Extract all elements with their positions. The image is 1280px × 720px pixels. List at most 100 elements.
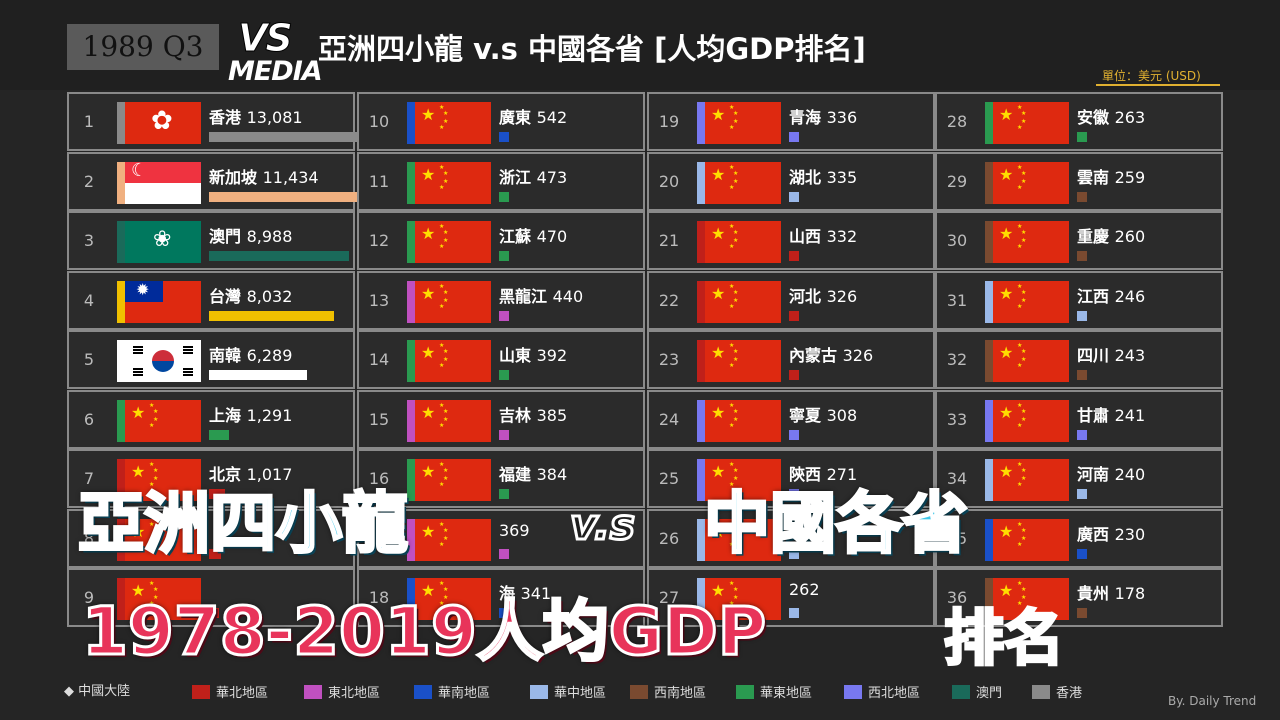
entity-name: 貴州 178	[1077, 584, 1146, 603]
entity-name: 河南 240	[1077, 465, 1146, 484]
gdp-bar	[789, 548, 799, 559]
entity-name: 海 341	[499, 584, 552, 603]
legend-label: 華南地區	[438, 686, 491, 701]
entity-name: 河北 326	[789, 286, 858, 306]
rank-row: 14 ★ ★ ★ ★ ★ 山東 392	[357, 330, 645, 389]
gdp-bar	[209, 251, 349, 261]
flag-star-icon: ★	[1017, 362, 1023, 369]
entity-name: 山東 392	[499, 346, 568, 365]
china-flag-icon: ★ ★ ★ ★ ★	[705, 221, 781, 263]
region-color-marker	[117, 221, 125, 263]
rank-row: 30 ★ ★ ★ ★ ★ 重慶 260	[935, 211, 1223, 270]
gdp-bar	[789, 132, 799, 142]
flag-star-icon: ★	[733, 296, 739, 304]
gdp-value: 369	[499, 520, 530, 540]
china-flag-icon: ★ ★ ★ ★ ★	[705, 280, 781, 323]
entity-name: 江蘇 470	[499, 227, 568, 246]
rank-row: 13 ★ ★ ★ ★ ★ 黑龍江 440	[357, 270, 645, 330]
legend-item: 澳門	[952, 682, 1002, 701]
region-color-marker	[697, 578, 705, 620]
gdp-value: 271	[826, 465, 858, 484]
rank-number: 33	[946, 409, 968, 429]
rank-row: 6 ★ ★ ★ ★ ★ 上海 1,291	[67, 389, 355, 449]
gdp-value: 6,289	[246, 346, 293, 365]
unit-label: 單位：美元 (USD)	[1102, 69, 1201, 83]
flag-star-icon: ★	[729, 342, 735, 349]
entity-name: 香港 13,081	[209, 108, 303, 127]
flag-star-icon: ★	[733, 169, 739, 177]
flag-star-icon: ★	[1017, 520, 1023, 528]
flag-star-icon: ★	[1021, 288, 1027, 296]
flag-star-icon: ★	[733, 475, 739, 482]
gdp-value: 326	[842, 346, 874, 365]
rank-row: 2 ☾ 新加坡 11,434	[67, 151, 387, 211]
flag-star-icon: ★	[153, 594, 159, 601]
flag-star-icon: ★	[1021, 118, 1027, 125]
gdp-value: 11,434	[262, 167, 319, 187]
gdp-bar	[1077, 191, 1087, 202]
flag-star-icon: ★	[439, 243, 445, 250]
flag-star-icon: ★	[1017, 481, 1023, 488]
rank-number: 35	[946, 528, 968, 548]
flag-star-icon: ★	[443, 534, 449, 542]
flag-star-icon: ★	[733, 407, 739, 415]
china-flag-icon: ★ ★ ★ ★ ★	[415, 399, 491, 442]
gdp-value: 240	[1114, 465, 1146, 484]
china-flag-icon: ★ ★ ★ ★ ★	[415, 102, 491, 144]
rank-row: 29 ★ ★ ★ ★ ★ 雲南 259	[935, 151, 1223, 211]
rank-row: 8 ★ ★ ★ ★ ★	[67, 508, 355, 568]
entity-name: 台灣 8,032	[209, 286, 293, 306]
gdp-bar	[1077, 370, 1087, 380]
lotus-icon: ❀	[153, 227, 172, 252]
gdp-bar	[789, 370, 799, 380]
rank-row: 5 南韓 6,289	[67, 330, 355, 389]
flag-star-icon: ★	[999, 283, 1014, 303]
flag-star-icon: ★	[1017, 243, 1023, 250]
trigram-icon	[183, 368, 193, 376]
flag-star-icon: ★	[153, 407, 159, 415]
gdp-value: 470	[536, 227, 568, 246]
rank-number: 9	[83, 588, 95, 607]
flag-star-icon: ★	[729, 600, 735, 607]
gdp-bar	[499, 608, 509, 618]
rank-row: 19 ★ ★ ★ ★ ★ 青海 336	[647, 92, 935, 151]
flag-star-icon: ★	[439, 223, 445, 230]
flag-star-icon: ★	[439, 342, 445, 349]
region-color-marker	[407, 340, 415, 382]
gdp-value: 8,032	[246, 286, 293, 306]
rank-row: 9 ★ ★ ★ ★ ★	[67, 568, 355, 627]
gdp-value: 392	[536, 346, 568, 365]
rank-number: 3	[83, 231, 95, 250]
rank-row: 33 ★ ★ ★ ★ ★ 甘肅 241	[935, 389, 1223, 449]
legend-item: 東北地區	[304, 682, 380, 701]
flag-star-icon: ★	[421, 224, 436, 243]
flag-star-icon: ★	[729, 362, 735, 369]
rank-number: 27	[658, 588, 680, 607]
header-bar: 1989 Q3 VS MEDIA 亞洲四小龍 v.s 中國各省 [人均GDP排名…	[0, 0, 1280, 90]
rank-number: 17	[368, 528, 390, 548]
china-flag-icon: ★ ★ ★ ★ ★	[705, 399, 781, 442]
region-color-marker	[697, 459, 705, 501]
china-flag-icon: ★ ★ ★ ★ ★	[993, 280, 1069, 323]
gdp-bar	[789, 429, 799, 440]
region-color-marker	[407, 399, 415, 442]
gdp-bar	[789, 191, 799, 202]
flag-star-icon: ★	[999, 164, 1014, 184]
legend-swatch	[736, 685, 754, 699]
china-flag-icon: ★ ★ ★ ★ ★	[705, 459, 781, 501]
crescent-icon: ☾	[131, 161, 148, 181]
rank-number: 20	[658, 171, 680, 191]
flag-star-icon: ★	[149, 421, 155, 429]
flag-star-icon: ★	[1021, 110, 1027, 117]
flag-star-icon: ★	[443, 356, 449, 363]
region-color-marker	[697, 280, 705, 323]
china-flag-icon: ★ ★ ★ ★ ★	[993, 578, 1069, 620]
korea-flag-icon	[125, 340, 201, 382]
flag-star-icon: ★	[1021, 348, 1027, 355]
china-flag-icon: ★ ★ ★ ★ ★	[705, 161, 781, 204]
flag-star-icon: ★	[1021, 467, 1027, 474]
flag-star-icon: ★	[733, 348, 739, 355]
rank-number: 1	[83, 112, 95, 131]
rank-row: 3 ❀ 澳門 8,988	[67, 211, 355, 270]
region-color-marker	[985, 518, 993, 561]
